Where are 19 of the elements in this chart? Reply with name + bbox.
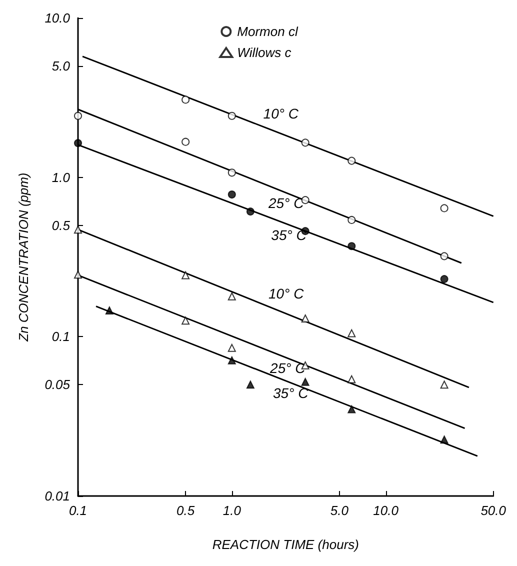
legend-label: Willows c	[237, 45, 292, 60]
y-tick-label: 0.5	[52, 218, 71, 233]
x-tick-label: 50.0	[480, 503, 507, 518]
x-tick-label: 0.1	[68, 503, 88, 518]
x-tick-label: 1.0	[222, 503, 242, 518]
legend-label: Mormon cl	[237, 24, 299, 39]
y-tick-label: 5.0	[52, 58, 71, 74]
y-axis-title: Zn CONCENTRATION (ppm)	[16, 172, 31, 342]
x-axis-title: REACTION TIME (hours)	[212, 537, 359, 552]
y-tick-label: 0.05	[44, 377, 71, 392]
y-tick-label: 0.01	[44, 488, 70, 504]
y-tick-label: 10.0	[44, 10, 71, 26]
y-tick-label: 0.1	[52, 329, 70, 344]
y-tick-label: 1.0	[52, 170, 71, 185]
x-tick-label: 10.0	[373, 503, 400, 518]
annotation: 10° C	[268, 285, 305, 302]
x-tick-label: 0.5	[176, 503, 196, 518]
annotation: 10° C	[263, 106, 300, 122]
x-tick-label: 5.0	[330, 503, 350, 518]
